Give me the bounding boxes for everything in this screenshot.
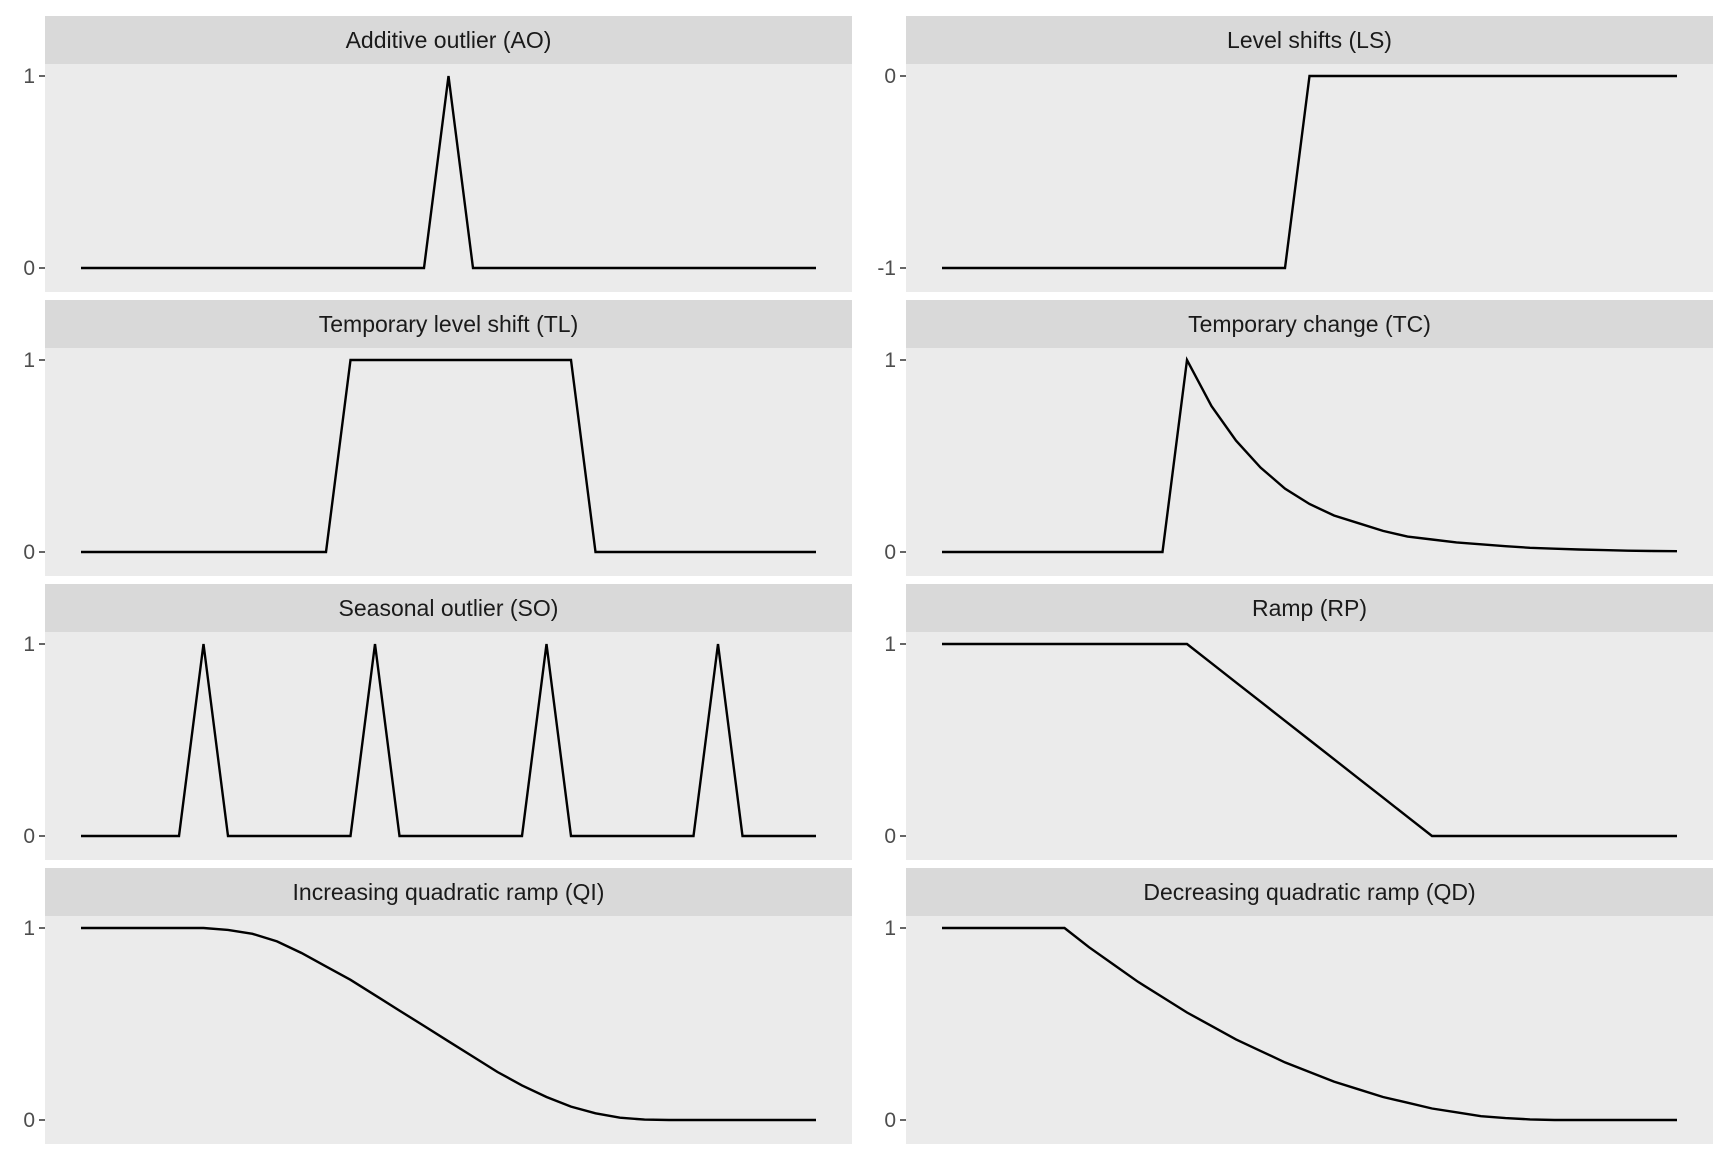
- y-tick-label: 1: [23, 633, 35, 656]
- panel-additive-outlier-ao: Additive outlier (AO) 0 1: [23, 16, 852, 292]
- panel-temporary-level-shift-tl: Temporary level shift (TL) 0 1: [23, 300, 852, 576]
- panel-ramp-rp: Ramp (RP) 0 1: [884, 584, 1713, 860]
- facet-title: Ramp (RP): [1252, 595, 1367, 621]
- facet-title: Additive outlier (AO): [346, 27, 552, 53]
- plot-background: [45, 916, 852, 1144]
- facet-strip: [906, 300, 1713, 348]
- facet-strip: [906, 584, 1713, 632]
- y-tick-label: 0: [23, 825, 35, 848]
- y-tick-label: 0: [23, 257, 35, 280]
- panel-temporary-change-tc: Temporary change (TC) 0 1: [884, 300, 1713, 576]
- facet-strip: [45, 584, 852, 632]
- facet-strip: [45, 868, 852, 916]
- series-line-ramp-rp: [942, 642, 1677, 838]
- y-tick-label: -1: [877, 257, 896, 280]
- series-line-temporary-change-tc: [942, 356, 1678, 554]
- facet-strip: [45, 300, 852, 348]
- facet-title: Decreasing quadratic ramp (QD): [1143, 879, 1475, 905]
- plot-background: [45, 348, 852, 576]
- panel-decreasing-quadratic-ramp-qd: Decreasing quadratic ramp (QD) 0 1: [884, 868, 1713, 1144]
- plot-background: [906, 64, 1713, 292]
- y-tick-label: 0: [884, 825, 896, 848]
- facet-strip: [906, 868, 1713, 916]
- series-line-level-shifts-ls: [942, 74, 1677, 270]
- facet-strip: [45, 16, 852, 64]
- panel-increasing-quadratic-ramp-qi: Increasing quadratic ramp (QI) 0 1: [23, 868, 852, 1144]
- facet-title: Seasonal outlier (SO): [339, 595, 559, 621]
- plot-background: [45, 64, 852, 292]
- y-tick-label: 1: [884, 633, 896, 656]
- y-tick-label: 0: [884, 1109, 896, 1132]
- series-line-additive-outlier-ao: [81, 75, 816, 270]
- facet-title: Temporary change (TC): [1188, 311, 1431, 337]
- series-line-decreasing-quadratic-ramp-qd: [942, 926, 1677, 1122]
- plot-background: [45, 632, 852, 860]
- panel-level-shifts-ls: Level shifts (LS) -1 0: [877, 16, 1713, 292]
- facet-strip: [906, 16, 1713, 64]
- y-tick-label: 1: [884, 917, 896, 940]
- y-tick-label: 1: [884, 349, 896, 372]
- y-tick-label: 0: [884, 65, 896, 88]
- series-line-temporary-level-shift-tl: [81, 358, 816, 554]
- series-line-seasonal-outlier-so: [81, 643, 816, 838]
- y-tick-label: 0: [23, 1109, 35, 1132]
- y-tick-label: 1: [23, 349, 35, 372]
- panel-seasonal-outlier-so: Seasonal outlier (SO) 0 1: [23, 584, 852, 860]
- plot-background: [906, 632, 1713, 860]
- series-line-increasing-quadratic-ramp-qi: [81, 926, 816, 1122]
- y-tick-label: 1: [23, 65, 35, 88]
- y-tick-label: 1: [23, 917, 35, 940]
- facet-title: Temporary level shift (TL): [319, 311, 578, 337]
- plot-background: [906, 348, 1713, 576]
- y-tick-label: 0: [23, 541, 35, 564]
- facet-title: Level shifts (LS): [1227, 27, 1392, 53]
- plot-background: [906, 916, 1713, 1144]
- y-tick-label: 0: [884, 541, 896, 564]
- facet-title: Increasing quadratic ramp (QI): [293, 879, 605, 905]
